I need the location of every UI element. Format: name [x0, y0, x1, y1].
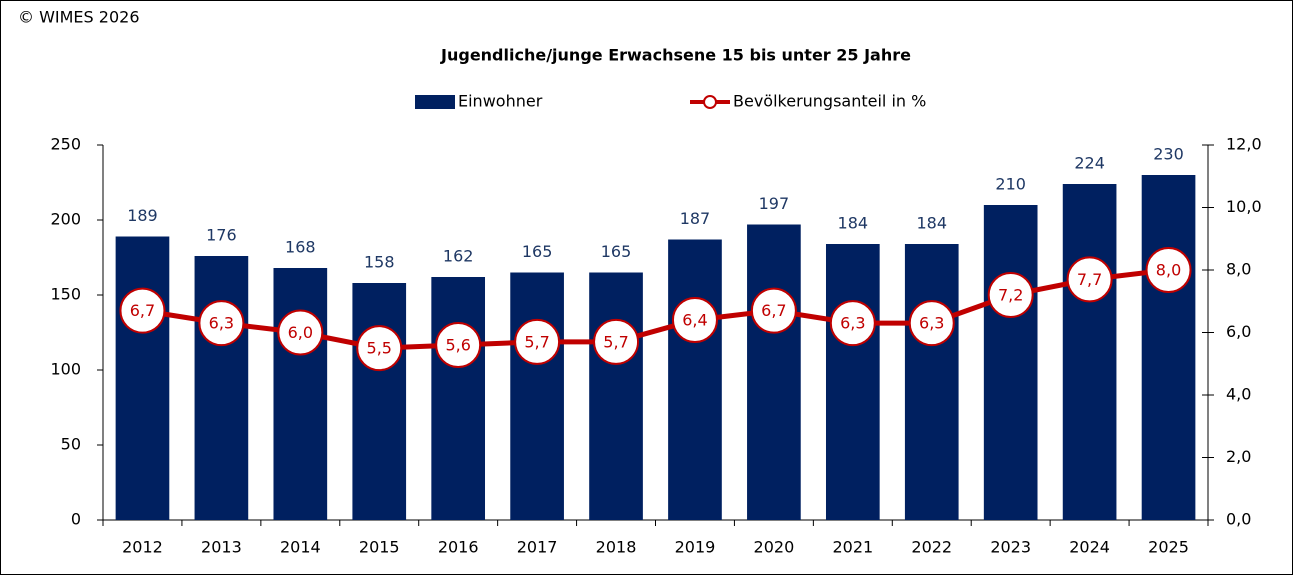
y-tick-label: 0 [71, 510, 81, 529]
bar-value-label: 187 [680, 209, 711, 228]
line-marker [356, 325, 403, 372]
bar [1141, 175, 1196, 520]
line-value-label: 6,3 [919, 314, 944, 333]
legend-swatch [415, 95, 455, 109]
line-marker [750, 287, 797, 334]
x-tick-label: 2023 [990, 538, 1031, 557]
bar-value-label: 189 [127, 206, 158, 225]
line-marker [1145, 247, 1192, 293]
source: © WIMES 2026 [18, 8, 140, 27]
y2-tick-label: 2,0 [1226, 447, 1251, 466]
y2-tick-label: 6,0 [1226, 322, 1251, 341]
bar [904, 244, 959, 520]
bar-value-label: 162 [443, 247, 474, 266]
bar-value-label: 230 [1153, 145, 1184, 164]
x-tick-label: 2012 [122, 538, 163, 557]
x-tick-label: 2024 [1069, 538, 1110, 557]
y2-tick-label: 12,0 [1226, 135, 1262, 154]
line-value-label: 8,0 [1156, 261, 1181, 280]
legend-label: Einwohner [458, 92, 543, 111]
line-value-label: 7,7 [1077, 270, 1102, 289]
line-value-label: 7,2 [998, 286, 1023, 305]
bar [431, 277, 486, 520]
bar [1062, 184, 1117, 520]
x-tick-label: 2019 [675, 538, 716, 557]
y2-tick-label: 8,0 [1226, 260, 1251, 279]
line-value-label: 6,0 [288, 323, 313, 342]
line-marker [593, 318, 640, 365]
line-marker [119, 287, 166, 334]
bar-value-label: 210 [995, 175, 1026, 194]
x-tick-label: 2014 [280, 538, 321, 557]
bar [194, 256, 249, 520]
bar-value-label: 158 [364, 253, 395, 272]
y2-tick-label: 0,0 [1226, 510, 1251, 529]
bar [668, 239, 722, 520]
line-value-label: 5,6 [445, 336, 470, 355]
legend-marker [703, 95, 717, 109]
line-value-label: 6,7 [761, 301, 786, 320]
line-marker [829, 300, 876, 347]
y2-tick-label: 10,0 [1226, 197, 1262, 216]
bar [273, 268, 328, 520]
x-tick-label: 2021 [832, 538, 873, 557]
x-tick-label: 2013 [201, 538, 242, 557]
line-marker [671, 297, 718, 343]
line-marker [1066, 256, 1113, 303]
x-tick-label: 2016 [438, 538, 479, 557]
y2-tick-label: 4,0 [1226, 385, 1251, 404]
y-tick-label: 150 [50, 285, 81, 304]
x-tick-label: 2018 [596, 538, 637, 557]
bar [825, 244, 880, 520]
bar [589, 272, 643, 520]
bar-value-label: 197 [759, 194, 790, 213]
line-marker [514, 318, 561, 365]
bar-value-label: 176 [206, 226, 237, 245]
line-value-label: 5,7 [603, 332, 628, 351]
bar-value-label: 184 [838, 214, 869, 233]
x-tick-label: 2017 [517, 538, 558, 557]
line-value-label: 6,7 [130, 301, 155, 320]
line-marker [987, 272, 1034, 318]
line-marker [435, 322, 482, 368]
bar-value-label: 224 [1074, 154, 1105, 173]
bar-value-label: 165 [522, 242, 553, 261]
bar [747, 224, 801, 520]
bar [510, 272, 564, 520]
x-tick-label: 2022 [911, 538, 952, 557]
bar-value-label: 165 [601, 242, 632, 261]
line-marker [198, 300, 245, 347]
y-tick-label: 50 [61, 435, 81, 454]
x-tick-label: 2020 [754, 538, 795, 557]
chart-title: Jugendliche/junge Erwachsene 15 bis unte… [440, 46, 911, 65]
bar [352, 283, 407, 520]
line-marker [277, 309, 324, 356]
y-tick-label: 200 [50, 210, 81, 229]
line-value-label: 6,3 [209, 314, 234, 333]
bar-value-label: 168 [285, 238, 316, 257]
y-tick-label: 100 [50, 360, 81, 379]
line-value-label: 6,4 [682, 311, 707, 330]
y-tick-label: 250 [50, 135, 81, 154]
legend-label: Bevölkerungsanteil in % [733, 92, 926, 111]
x-tick-label: 2025 [1148, 538, 1189, 557]
line-value-label: 5,5 [367, 339, 392, 358]
bar [983, 205, 1038, 520]
bar-value-label: 184 [916, 214, 947, 233]
x-tick-label: 2015 [359, 538, 400, 557]
bar [115, 236, 170, 520]
line-value-label: 5,7 [524, 332, 549, 351]
line-value-label: 6,3 [840, 314, 865, 333]
line-marker [908, 300, 955, 347]
